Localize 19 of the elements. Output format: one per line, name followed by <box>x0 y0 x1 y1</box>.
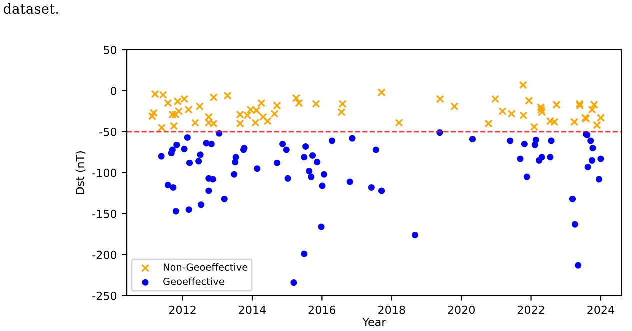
y-tick-label: -200 <box>92 250 117 260</box>
y-axis-title: Dst (nT) <box>76 152 86 194</box>
x-tick-label: 2022 <box>518 306 544 314</box>
y-tick-label: -50 <box>100 128 117 136</box>
x-tick-label: 2014 <box>239 306 266 314</box>
y-tick-label: -250 <box>92 292 117 300</box>
x-tick-label: 2020 <box>448 306 475 314</box>
x-tick-label: 2018 <box>378 306 406 314</box>
legend-label: Geoeffective <box>164 278 224 286</box>
x-tick-label: 2024 <box>588 306 614 314</box>
x-tick-label: 2012 <box>169 306 196 314</box>
y-tick-label: 50 <box>104 46 117 54</box>
y-tick-label: 0 <box>110 86 117 96</box>
x-tick-label: 2016 <box>308 306 336 314</box>
y-tick-label: -150 <box>92 210 117 218</box>
y-tick-label: -100 <box>92 168 117 178</box>
legend-label: Non-Geoeffective <box>164 263 248 272</box>
text: dataset. <box>4 3 58 14</box>
x-axis-title: Year <box>362 318 386 326</box>
